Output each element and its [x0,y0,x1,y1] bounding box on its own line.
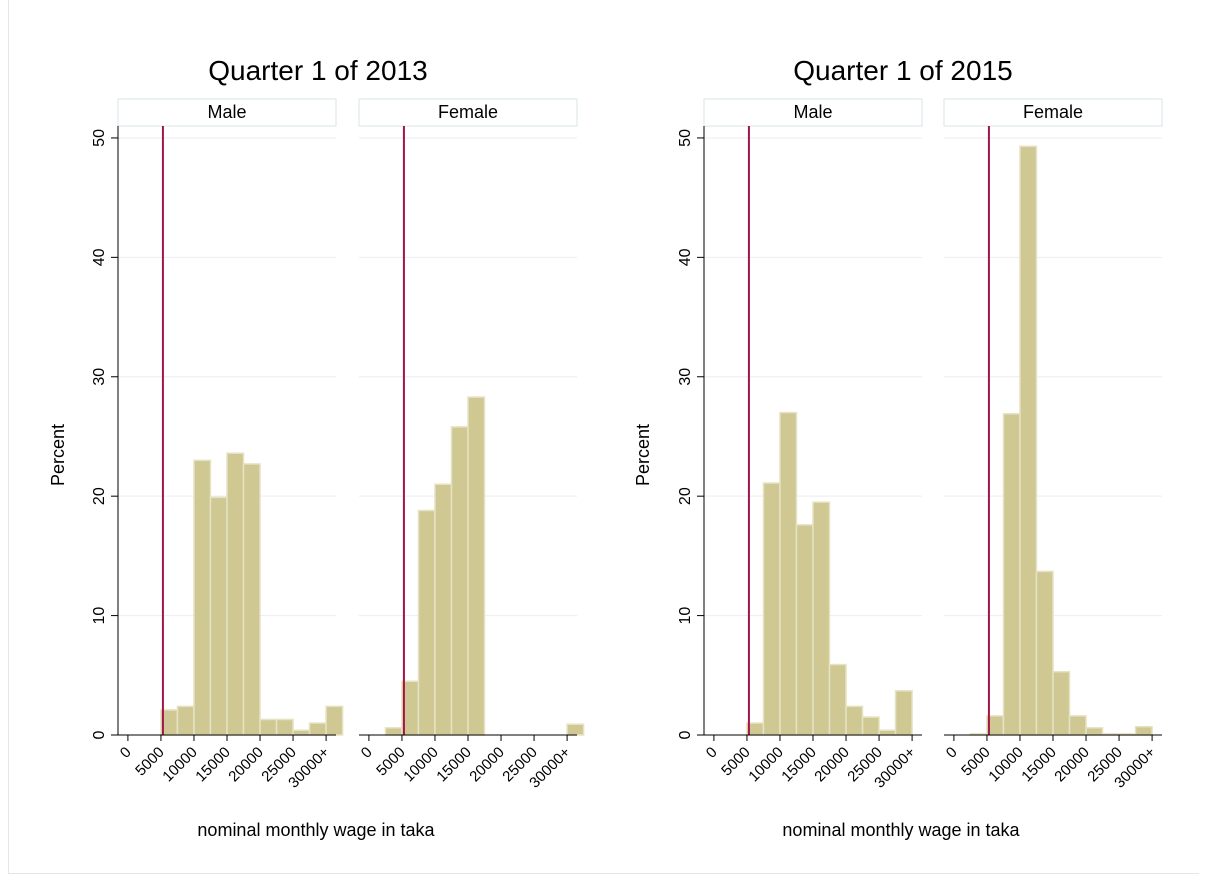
x-tick-label: 10000 [745,744,787,786]
facet-label-2013-male: Male [207,102,246,122]
x-tick-label: 15000 [433,744,475,786]
facet-label-2015-male: Male [793,102,832,122]
x-tick-label: 15000 [1018,744,1060,786]
x-tick-label: 20000 [225,744,267,786]
histogram-bar [779,411,798,736]
histogram-bar [226,452,245,736]
y-tick-label: 30 [677,368,694,386]
panel-title-2013: Quarter 1 of 2013 [208,55,427,86]
y-tick-label: 10 [677,607,694,625]
panel-xlabel-2013: nominal monthly wage in taka [197,820,435,840]
histogram-bar [828,663,847,736]
histogram-bar [1085,727,1104,736]
x-tick-label: 0 [358,744,376,762]
y-tick-label: 0 [91,730,108,739]
x-tick-label: 15000 [778,744,820,786]
facet-plot-2013-male: 050001000015000200002500030000+010203040… [91,126,344,792]
histogram-bar [812,501,831,736]
facet-label-2015-female: Female [1023,102,1083,122]
histogram-bar [275,718,294,736]
facet-strip-2015-male: Male [703,98,923,127]
histogram-bar [861,716,880,736]
y-tick-label: 10 [91,607,108,625]
y-tick-label: 30 [91,368,108,386]
facet-strip-2013-male: Male [117,98,337,127]
histogram-bar [384,727,403,736]
histogram-bar [209,496,228,736]
x-tick-label: 0 [117,744,135,762]
facet-strip-2015-female: Female [943,98,1163,127]
facet-plot-2015-male: 050001000015000200002500030000+010203040… [677,126,922,792]
x-tick-label: 10000 [400,744,442,786]
histogram-bar [193,459,212,736]
histogram-bar [566,723,585,736]
histogram-bar [1134,725,1153,736]
histogram-bar [176,705,195,736]
histogram-bar [1002,413,1021,736]
facet-label-2013-female: Female [438,102,498,122]
x-tick-label: 10000 [985,744,1027,786]
x-tick-label: 10000 [159,744,201,786]
y-tick-label: 40 [91,248,108,266]
y-tick-label: 50 [91,129,108,147]
x-tick-label: 0 [943,744,961,762]
y-tick-label: 40 [677,248,694,266]
x-tick-label: 0 [703,744,721,762]
panel-ylabel-2013: Percent [48,424,68,486]
panel-title-2015: Quarter 1 of 2015 [793,55,1012,86]
y-tick-label: 0 [677,730,694,739]
histogram-bar [845,705,864,736]
histogram-bar [417,509,436,736]
histogram-bar [878,729,897,736]
panel-ylabel-2015: Percent [633,424,653,486]
x-tick-label: 15000 [192,744,234,786]
histogram-bar [1052,670,1071,736]
x-tick-label: 20000 [811,744,853,786]
y-tick-label: 20 [677,487,694,505]
x-tick-label: 20000 [466,744,508,786]
y-tick-label: 20 [91,487,108,505]
facet-strip-2013-female: Female [358,98,578,127]
panel-xlabel-2015: nominal monthly wage in taka [782,820,1020,840]
histogram-bar [292,729,311,736]
histogram-bar [308,722,327,736]
histogram-bar [259,718,278,736]
histogram-bar [1068,715,1087,736]
y-tick-label: 50 [677,129,694,147]
histogram-bar [1019,145,1038,736]
histogram-bar [1035,570,1054,736]
histogram-bar [762,482,781,736]
histogram-bar [894,690,913,736]
histogram-bar [795,524,814,736]
histogram-bar [325,705,344,736]
x-tick-label: 20000 [1051,744,1093,786]
histogram-bar [434,483,453,736]
histogram-bar [450,426,469,736]
histogram-bar [467,396,486,736]
histogram-bar [242,463,261,736]
